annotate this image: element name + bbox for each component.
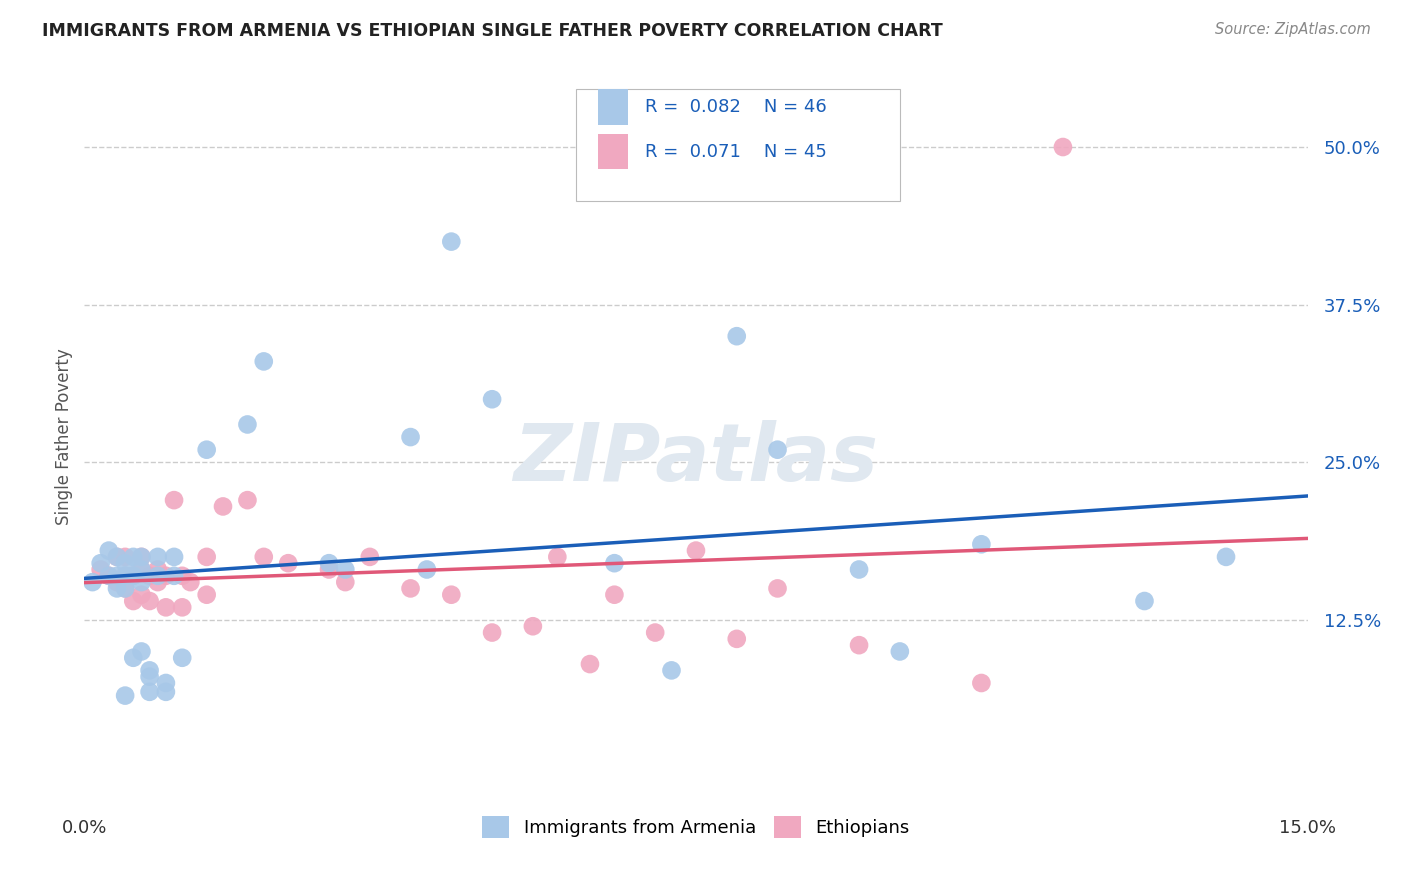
Point [155, 600, 177, 615]
Point [131, 644, 153, 658]
Point [131, 549, 153, 564]
Point [105, 569, 128, 583]
Point [766, 442, 789, 457]
Text: R =  0.071    N = 45: R = 0.071 N = 45 [645, 143, 827, 161]
Point [122, 594, 145, 608]
Point [155, 569, 177, 583]
Text: ZIPatlas: ZIPatlas [513, 420, 879, 498]
Legend: Immigrants from Armenia, Ethiopians: Immigrants from Armenia, Ethiopians [475, 808, 917, 845]
Point [318, 556, 340, 570]
Point [155, 685, 177, 699]
Point [122, 549, 145, 564]
Point [399, 582, 422, 596]
Point [195, 588, 218, 602]
Point [685, 543, 707, 558]
Point [131, 562, 153, 576]
Point [138, 685, 160, 699]
Point [97, 543, 120, 558]
Point [335, 562, 357, 576]
Point [440, 235, 463, 249]
Point [138, 670, 160, 684]
Text: R =  0.082    N = 46: R = 0.082 N = 46 [645, 98, 827, 116]
Point [138, 664, 160, 678]
Point [105, 575, 128, 590]
Point [725, 632, 748, 646]
Point [105, 549, 128, 564]
Point [146, 575, 169, 590]
Point [82, 575, 104, 590]
Point [90, 562, 112, 576]
Point [546, 549, 568, 564]
Point [481, 392, 503, 407]
Point [163, 569, 186, 583]
Point [155, 676, 177, 690]
Point [889, 644, 911, 658]
Point [146, 569, 169, 583]
Point [122, 569, 145, 583]
Point [970, 676, 993, 690]
Point [335, 575, 357, 590]
Point [163, 549, 186, 564]
Point [522, 619, 544, 633]
Point [253, 549, 276, 564]
Point [131, 549, 153, 564]
Point [114, 582, 136, 596]
Point [122, 569, 145, 583]
Point [172, 569, 194, 583]
Point [114, 549, 136, 564]
Point [236, 493, 259, 508]
Point [146, 562, 169, 576]
Y-axis label: Single Father Poverty: Single Father Poverty [55, 349, 73, 525]
Point [416, 562, 439, 576]
Point [603, 556, 626, 570]
Point [603, 588, 626, 602]
Point [766, 582, 789, 596]
Point [97, 569, 120, 583]
Point [138, 594, 160, 608]
Point [970, 537, 993, 551]
Point [146, 549, 169, 564]
Point [131, 588, 153, 602]
Point [848, 562, 870, 576]
Text: Source: ZipAtlas.com: Source: ZipAtlas.com [1215, 22, 1371, 37]
Point [318, 562, 340, 576]
Point [1215, 549, 1237, 564]
Point [179, 575, 201, 590]
Point [212, 500, 235, 514]
Point [848, 638, 870, 652]
Point [195, 549, 218, 564]
Point [359, 549, 381, 564]
Point [138, 569, 160, 583]
Point [131, 575, 153, 590]
Point [114, 689, 136, 703]
Point [122, 650, 145, 665]
Point [114, 569, 136, 583]
Point [399, 430, 422, 444]
Point [440, 588, 463, 602]
Point [644, 625, 666, 640]
Point [253, 354, 276, 368]
Point [1133, 594, 1156, 608]
Point [172, 600, 194, 615]
Point [105, 549, 128, 564]
Point [114, 556, 136, 570]
Point [90, 556, 112, 570]
Point [114, 569, 136, 583]
Text: IMMIGRANTS FROM ARMENIA VS ETHIOPIAN SINGLE FATHER POVERTY CORRELATION CHART: IMMIGRANTS FROM ARMENIA VS ETHIOPIAN SIN… [42, 22, 943, 40]
Point [172, 650, 194, 665]
Point [661, 664, 683, 678]
Point [725, 329, 748, 343]
Point [1052, 140, 1074, 154]
Point [481, 625, 503, 640]
Point [97, 569, 120, 583]
Point [105, 582, 128, 596]
Point [195, 442, 218, 457]
Point [114, 582, 136, 596]
Point [163, 493, 186, 508]
Point [236, 417, 259, 432]
Point [131, 562, 153, 576]
Point [579, 657, 602, 671]
Point [277, 556, 299, 570]
